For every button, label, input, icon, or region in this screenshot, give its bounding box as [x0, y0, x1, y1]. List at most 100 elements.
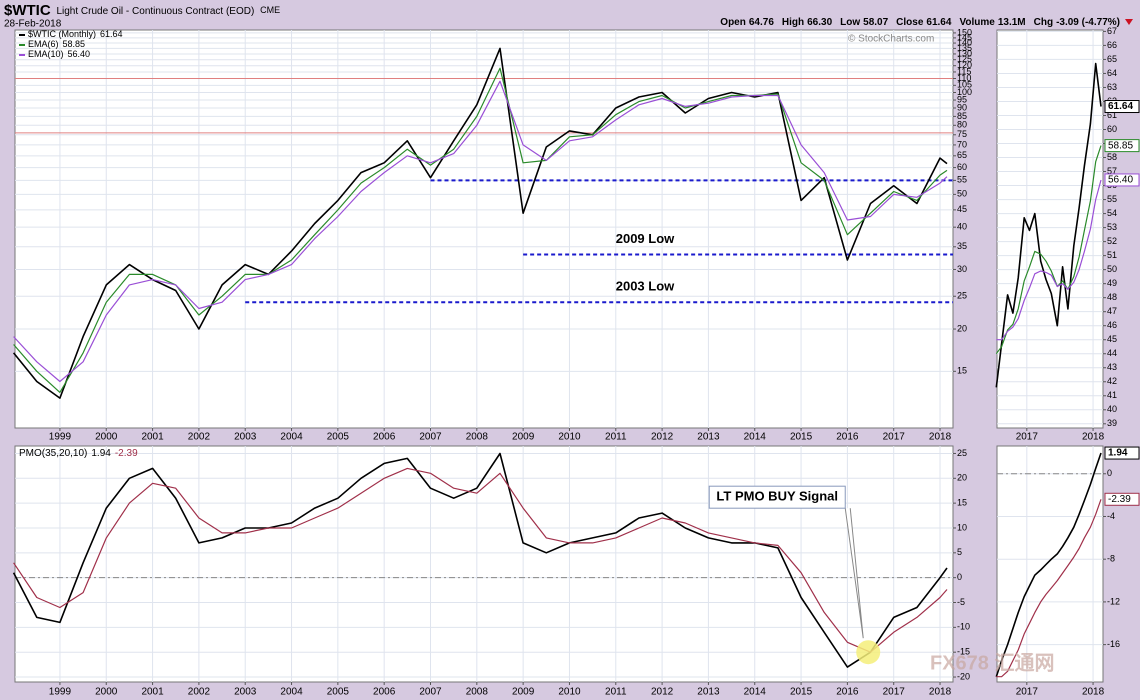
series-line	[995, 62, 1102, 388]
quote-label: Volume	[959, 17, 995, 28]
y-tick-label: -10	[957, 622, 970, 632]
y-tick-label: 115	[957, 66, 971, 76]
watermark: © StockCharts.com	[848, 34, 934, 45]
quote-label: High	[782, 17, 804, 28]
reference-label: 2009 Low	[616, 231, 675, 246]
value-label: 1.94	[1108, 448, 1128, 459]
instrument-name: Light Crude Oil - Continuous Contract (E…	[56, 6, 254, 17]
y-tick-label: 47	[1107, 306, 1117, 316]
x-tick-label: 2010	[558, 687, 581, 698]
legend-value: -2.39	[115, 448, 138, 459]
quote-label: Chg	[1034, 17, 1053, 28]
y-tick-label: 66	[1107, 40, 1117, 50]
x-tick-label: 2005	[327, 687, 350, 698]
y-tick-label: -5	[957, 597, 965, 607]
y-tick-label: 80	[957, 120, 967, 130]
y-tick-label: 140	[957, 37, 972, 47]
x-tick-label: 2017	[1016, 687, 1039, 698]
y-tick-label: 15	[957, 366, 967, 376]
quote-label: Low	[840, 17, 860, 28]
value-label-box	[1104, 173, 1140, 187]
y-tick-label: 57	[1107, 166, 1117, 176]
y-tick-label: 65	[957, 150, 967, 160]
quote-label: Close	[896, 17, 924, 28]
y-tick-label: 40	[1107, 404, 1117, 414]
x-tick-label: 2007	[419, 432, 442, 443]
value-label: 61.64	[1108, 101, 1133, 112]
y-tick-label: 61	[1107, 110, 1117, 120]
y-tick-label: 100	[957, 87, 972, 97]
y-tick-label: 130	[957, 48, 972, 58]
x-tick-label: 2009	[512, 432, 535, 443]
x-tick-label: 2012	[651, 432, 674, 443]
reference-label: 2003 Low	[616, 279, 675, 294]
x-tick-label: 2009	[512, 687, 535, 698]
panel: 1999 2000 2001 2002 2003 2004 2005 2006 2007 2008…	[12, 27, 972, 443]
down-arrow	[1125, 19, 1133, 25]
y-tick-label: 10	[957, 522, 967, 532]
x-tick-label: 2008	[466, 687, 489, 698]
y-tick-label: 5	[957, 547, 962, 557]
x-tick-label: 2011	[605, 687, 627, 698]
y-tick-label: 55	[1107, 194, 1117, 204]
y-tick-label: 49	[1107, 278, 1117, 288]
x-tick-label: 2017	[883, 432, 906, 443]
legend-name: EMA(10)	[28, 49, 64, 59]
y-tick-label: 54	[1107, 208, 1117, 218]
y-tick-label: 35	[957, 241, 967, 251]
logo: FX678 汇通网	[930, 651, 1054, 674]
x-tick-label: 2018	[929, 432, 952, 443]
series-line	[13, 467, 948, 653]
x-tick-label: 2018	[1082, 432, 1105, 443]
x-tick-label: 2003	[234, 432, 257, 443]
x-tick-label: 2011	[605, 432, 627, 443]
y-tick-label: 60	[957, 162, 967, 172]
x-tick-label: 2017	[1016, 432, 1039, 443]
y-tick-label: 48	[1107, 292, 1117, 302]
series-line	[996, 499, 1102, 678]
x-tick-label: 2008	[466, 432, 489, 443]
x-tick-label: 2013	[697, 432, 720, 443]
annotation-leader	[844, 508, 864, 639]
quote-value: 64.76	[749, 17, 774, 28]
y-tick-label: 125	[957, 54, 972, 64]
series-line	[995, 452, 1102, 677]
legend-value: 58.85	[63, 39, 86, 49]
x-tick-label: 2015	[790, 432, 813, 443]
y-tick-label: 25	[957, 448, 967, 458]
y-tick-label: 95	[957, 94, 967, 104]
y-tick-label: -16	[1107, 639, 1120, 649]
y-tick-label: 65	[1107, 54, 1117, 64]
x-tick-label: 1999	[49, 687, 72, 698]
x-tick-label: 2000	[95, 432, 118, 443]
legend-name: $WTIC (Monthly)	[28, 29, 96, 39]
legend-value: 56.40	[68, 49, 91, 59]
legend-entry: EMA(10) 56.40	[28, 49, 90, 59]
y-tick-label: 20	[957, 473, 967, 483]
y-tick-label: 43	[1107, 362, 1117, 372]
y-tick-label: -20	[957, 671, 970, 681]
y-tick-label: 45	[1107, 334, 1117, 344]
y-tick-label: 55	[957, 175, 967, 185]
plot-area	[14, 445, 954, 683]
legend-value: 61.64	[100, 29, 123, 39]
y-tick-label: 53	[1107, 222, 1117, 232]
x-tick-label: 2014	[744, 432, 767, 443]
series-line	[12, 452, 948, 668]
x-tick-label: 2012	[651, 687, 674, 698]
quote-label: Open	[720, 17, 746, 28]
header-title: $WTIC Light Crude Oil - Continuous Contr…	[4, 2, 280, 19]
y-tick-label: 105	[957, 80, 972, 90]
plot-area	[14, 29, 954, 429]
annotation-box	[708, 485, 846, 509]
value-label: 56.40	[1108, 175, 1133, 186]
panel: 2017 2018 0 -4 -8 -12 -16 1.94 -2.39	[995, 445, 1140, 698]
y-tick-label: 75	[957, 129, 967, 139]
y-tick-label: 145	[957, 32, 972, 42]
value-label-box	[1104, 100, 1140, 114]
x-tick-label: 2014	[744, 687, 767, 698]
y-tick-label: 63	[1107, 82, 1117, 92]
y-tick-label: 25	[957, 291, 967, 301]
series-line	[996, 179, 1102, 341]
